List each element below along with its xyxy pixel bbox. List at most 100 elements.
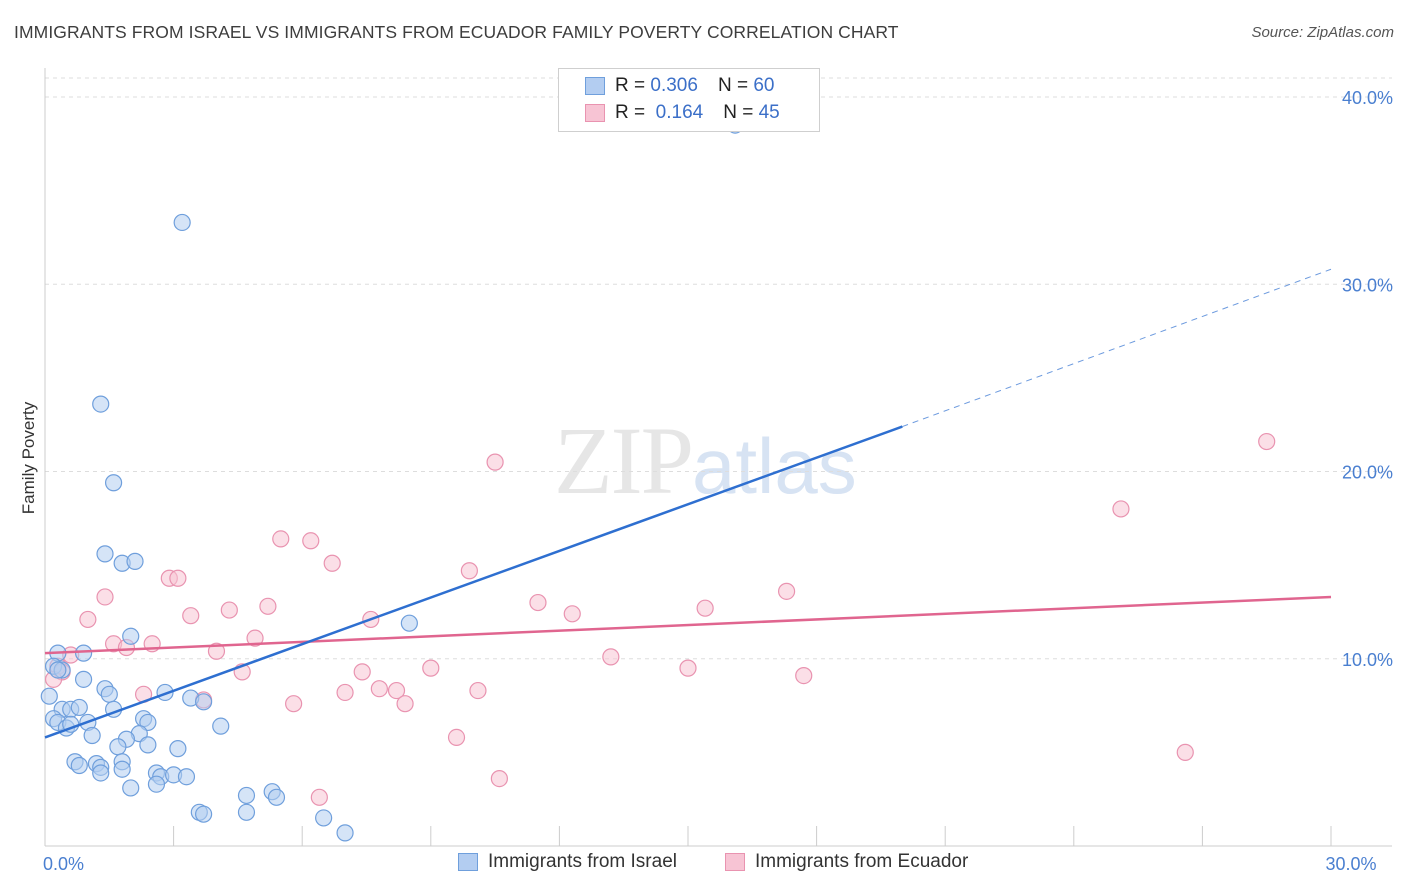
legend-israel-label: Immigrants from Israel bbox=[488, 851, 677, 872]
israel-swatch bbox=[585, 77, 605, 95]
israel-trendline-extension bbox=[902, 268, 1332, 428]
correlation-legend: R = 0.306 N = 60 R = 0.164 N = 45 bbox=[558, 68, 820, 132]
israel-points bbox=[40, 116, 744, 842]
ecuador-point-30 bbox=[422, 659, 440, 677]
israel-point-53 bbox=[267, 788, 286, 806]
ecuador-point-24 bbox=[246, 629, 264, 647]
ecuador-point-40 bbox=[396, 695, 414, 713]
israel-r-value: 0.306 bbox=[650, 75, 698, 96]
israel-point-9 bbox=[74, 644, 93, 662]
ecuador-point-9 bbox=[96, 588, 114, 606]
ecuador-point-3 bbox=[272, 530, 290, 548]
israel-point-56 bbox=[237, 803, 256, 821]
watermark: ZIPatlas bbox=[554, 405, 857, 516]
israel-n-value: 60 bbox=[753, 75, 775, 96]
y-tick-label-1: 20.0% bbox=[1342, 463, 1393, 483]
ecuador-point-31 bbox=[679, 659, 697, 677]
ecuador-n-value: 45 bbox=[758, 102, 780, 123]
ecuador-point-23 bbox=[207, 642, 226, 660]
israel-point-19 bbox=[400, 614, 418, 632]
israel-point-39 bbox=[70, 756, 88, 775]
ecuador-point-13 bbox=[220, 601, 238, 619]
ecuador-point-36 bbox=[285, 695, 303, 713]
ecuador-point-2 bbox=[1112, 500, 1130, 518]
ecuador-point-32 bbox=[795, 667, 813, 685]
ecuador-point-41 bbox=[469, 681, 487, 700]
legend-israel-swatch bbox=[458, 853, 478, 871]
ecuador-point-5 bbox=[323, 554, 341, 572]
ecuador-r-label: R = bbox=[615, 102, 646, 123]
chart-title: IMMIGRANTS FROM ISRAEL VS IMMIGRANTS FRO… bbox=[14, 22, 899, 42]
ecuador-point-14 bbox=[259, 597, 277, 615]
ecuador-point-4 bbox=[302, 532, 320, 550]
israel-point-4 bbox=[96, 545, 114, 563]
ecuador-point-11 bbox=[79, 610, 97, 629]
ecuador-point-18 bbox=[696, 599, 714, 617]
tick-labels: 10.0% 20.0% 30.0% 40.0% 0.0% 30.0% bbox=[43, 88, 1393, 874]
israel-point-48 bbox=[177, 768, 196, 786]
ecuador-swatch bbox=[585, 104, 605, 122]
israel-point-37 bbox=[169, 740, 187, 758]
israel-point-57 bbox=[315, 809, 333, 827]
israel-point-31 bbox=[212, 717, 230, 735]
legend-item-israel[interactable]: Immigrants from Israel bbox=[458, 851, 677, 873]
israel-point-43 bbox=[92, 764, 110, 782]
ecuador-n-label: N = bbox=[723, 102, 754, 123]
israel-point-55 bbox=[195, 805, 213, 823]
y-tick-label-3: 40.0% bbox=[1342, 88, 1393, 108]
ecuador-point-12 bbox=[182, 607, 200, 625]
trendlines bbox=[44, 268, 1332, 739]
ecuador-point-38 bbox=[370, 680, 388, 698]
ecuador-point-0 bbox=[486, 453, 504, 471]
ecuador-trendline bbox=[44, 595, 1332, 655]
ecuador-point-29 bbox=[353, 663, 371, 681]
ecuador-r-value: 0.164 bbox=[655, 102, 704, 123]
israel-point-22 bbox=[70, 698, 88, 717]
ecuador-point-16 bbox=[529, 593, 547, 612]
israel-point-49 bbox=[147, 775, 166, 793]
israel-point-2 bbox=[92, 395, 110, 413]
israel-point-58 bbox=[336, 824, 354, 842]
israel-point-36 bbox=[139, 736, 157, 754]
legend-ecuador-label: Immigrants from Ecuador bbox=[755, 851, 969, 872]
source-label: Source: ZipAtlas.com bbox=[1251, 24, 1394, 41]
israel-r-label: R = bbox=[615, 75, 646, 96]
legend-ecuador-swatch bbox=[725, 853, 745, 871]
y-tick-label-2: 30.0% bbox=[1342, 275, 1393, 295]
israel-point-15 bbox=[100, 685, 118, 703]
israel-point-59 bbox=[49, 661, 67, 679]
israel-point-35 bbox=[109, 738, 127, 756]
israel-point-6 bbox=[126, 552, 144, 570]
axes bbox=[44, 68, 1392, 847]
ecuador-point-1 bbox=[1258, 432, 1276, 451]
ecuador-point-37 bbox=[336, 683, 354, 702]
legend-item-ecuador[interactable]: Immigrants from Ecuador bbox=[725, 851, 968, 873]
ecuador-point-8 bbox=[460, 562, 478, 580]
israel-point-32 bbox=[83, 726, 101, 745]
legend-row-israel: R = 0.306 N = 60 bbox=[585, 73, 774, 99]
israel-point-52 bbox=[237, 786, 256, 805]
ecuador-point-43 bbox=[490, 769, 508, 788]
ecuador-points bbox=[44, 432, 1276, 806]
ecuador-point-45 bbox=[1176, 743, 1194, 761]
y-tick-label-0: 10.0% bbox=[1342, 650, 1393, 670]
ecuador-point-25 bbox=[602, 648, 620, 666]
israel-point-0 bbox=[173, 213, 191, 232]
grid-lines bbox=[45, 77, 1392, 660]
israel-point-44 bbox=[113, 760, 131, 778]
israel-point-7 bbox=[122, 627, 140, 645]
israel-point-18 bbox=[195, 693, 213, 711]
israel-point-13 bbox=[40, 687, 58, 705]
ecuador-point-17 bbox=[563, 605, 581, 623]
israel-point-50 bbox=[122, 779, 140, 797]
israel-point-12 bbox=[74, 670, 93, 688]
y-axis-title: Family Poverty bbox=[19, 401, 38, 514]
ecuador-point-10 bbox=[777, 582, 796, 600]
ecuador-point-42 bbox=[447, 728, 466, 746]
ecuador-point-39 bbox=[387, 681, 406, 700]
watermark-atlas: atlas bbox=[692, 422, 857, 510]
israel-point-3 bbox=[104, 474, 123, 492]
ecuador-point-7 bbox=[169, 569, 187, 587]
x-tick-label-1: 30.0% bbox=[1325, 854, 1376, 874]
